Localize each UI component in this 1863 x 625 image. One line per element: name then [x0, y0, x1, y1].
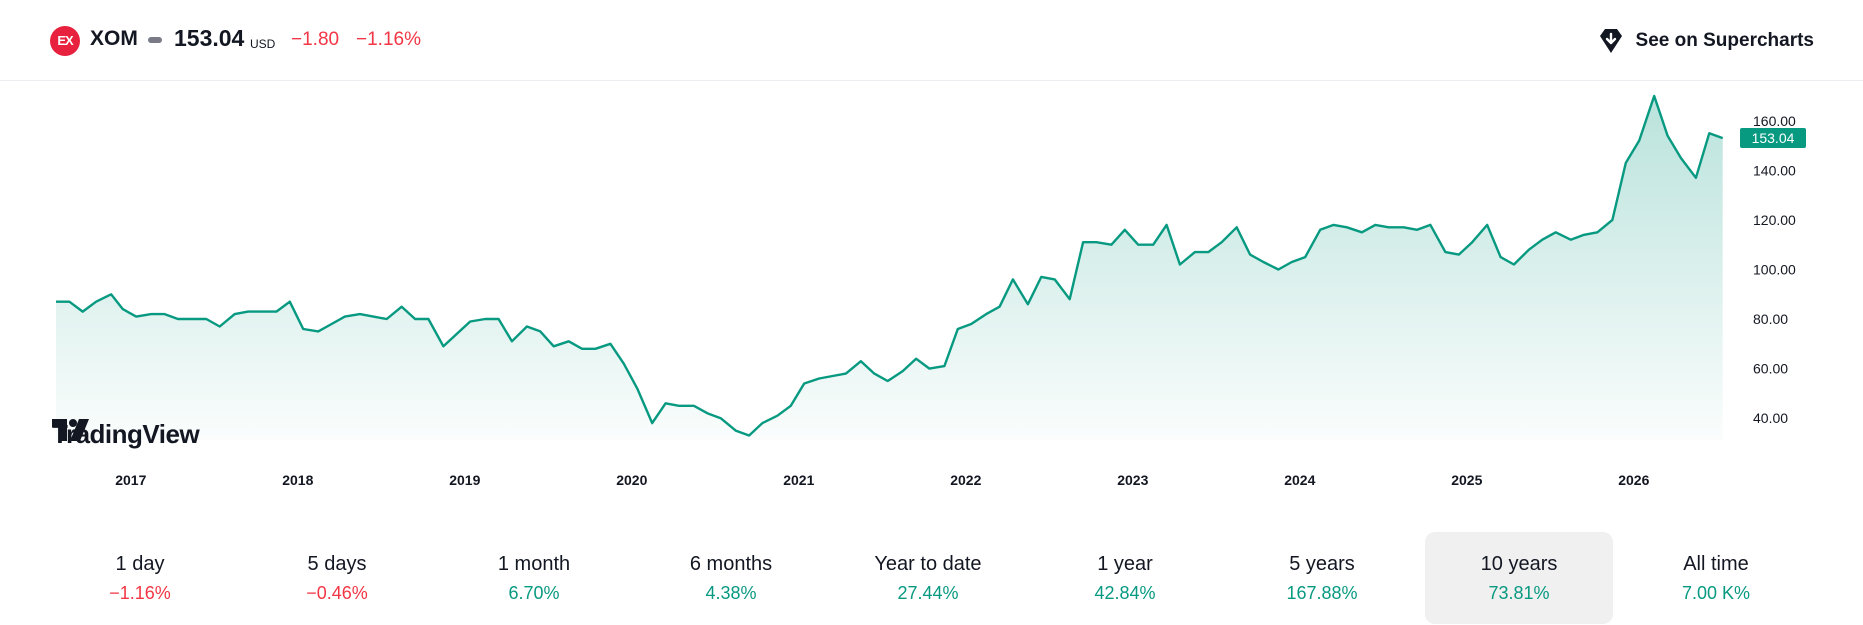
period-selector: 1 day −1.16% 5 days −0.46% 1 month 6.70% 6 mon…: [46, 532, 1816, 624]
last-price-label: 153.04: [1752, 130, 1795, 146]
period-change: 7.00 K%: [1681, 583, 1751, 603]
dash-icon: [148, 37, 162, 43]
x-tick-label: 2023: [1117, 472, 1148, 488]
x-tick-label: 2021: [783, 472, 814, 488]
period-change: 4.38%: [705, 583, 757, 603]
x-tick-label: 2018: [282, 472, 313, 488]
symbol-header: EX XOM 153.04 USD −1.80 −1.16% See on Su…: [0, 0, 1863, 81]
y-tick-label: 60.00: [1753, 361, 1788, 377]
period-change: 6.70%: [508, 583, 560, 603]
price-area-fill: [56, 96, 1723, 440]
period-label: 6 months: [689, 553, 773, 575]
y-tick-label: 40.00: [1753, 410, 1788, 426]
price-chart[interactable]: 40.00 60.00 80.00 100.00 120.00 140.00 160.00 …: [0, 80, 1863, 510]
period-change: 27.44%: [897, 583, 959, 603]
last-price: 153.04: [174, 25, 245, 51]
period-label: All time: [1683, 553, 1749, 575]
see-on-supercharts-link[interactable]: See on Supercharts: [1596, 26, 1814, 56]
period-1-day-button[interactable]: 1 day −1.16%: [46, 532, 234, 624]
period-5-days-button[interactable]: 5 days −0.46%: [243, 532, 431, 624]
price-line: [56, 94, 1724, 437]
period-change: 42.84%: [1094, 583, 1156, 603]
period-label: 1 year: [1097, 553, 1153, 575]
period-all-time-button[interactable]: All time 7.00 K%: [1622, 532, 1810, 624]
period-5-years-button[interactable]: 5 years 167.88%: [1228, 532, 1416, 624]
period-label: 1 month: [497, 553, 571, 575]
tradingview-pin-icon: [1599, 29, 1622, 53]
price-chart-svg: 40.0060.0080.00100.00120.00140.00160.00 …: [56, 94, 1806, 488]
currency: USD: [250, 37, 276, 51]
period-label: Year to date: [874, 553, 982, 575]
period-10-years-button[interactable]: 10 years 73.81%: [1425, 532, 1613, 624]
tradingview-logo[interactable]: TradingView: [52, 419, 200, 450]
y-tick-label: 100.00: [1753, 261, 1796, 277]
x-tick-label: 2022: [950, 472, 981, 488]
x-tick-label: 2020: [616, 472, 647, 488]
period-change: 73.81%: [1488, 583, 1550, 603]
tradingview-logo-icon: [52, 419, 89, 441]
price-change-percent: −1.16%: [356, 29, 421, 50]
period-label: 10 years: [1480, 553, 1558, 575]
period-change: 167.88%: [1286, 583, 1358, 603]
period-1-month-button[interactable]: 1 month 6.70%: [440, 532, 628, 624]
exchange-logo-icon: EX: [50, 26, 80, 56]
price-change: −1.80: [291, 29, 340, 50]
y-tick-label: 140.00: [1753, 162, 1796, 178]
period-year-to-date-button[interactable]: Year to date 27.44%: [834, 532, 1022, 624]
period-change: −1.16%: [109, 583, 171, 603]
symbol-name[interactable]: XOM: [90, 27, 138, 50]
period-1-year-button[interactable]: 1 year 42.84%: [1031, 532, 1219, 624]
y-axis: 40.00 60.00 80.00 100.00 120.00 140.00 160.00: [1753, 113, 1796, 426]
period-label: 5 years: [1289, 553, 1355, 575]
y-tick-label: 80.00: [1753, 311, 1788, 327]
period-change: −0.46%: [306, 583, 368, 603]
x-tick-label: 2024: [1284, 472, 1315, 488]
period-6-months-button[interactable]: 6 months 4.38%: [637, 532, 825, 624]
see-on-supercharts-label: See on Supercharts: [1635, 30, 1814, 51]
y-tick-label: 120.00: [1753, 212, 1796, 228]
x-tick-label: 2025: [1451, 472, 1482, 488]
period-label: 5 days: [307, 553, 367, 575]
x-tick-label: 2019: [449, 472, 480, 488]
last-price-badge: [1740, 128, 1806, 148]
x-tick-label: 2026: [1618, 472, 1649, 488]
y-tick-label: 160.00: [1753, 113, 1796, 129]
x-tick-label: 2017: [115, 472, 146, 488]
x-axis: 2017 2018 2019 2020 2021 2022 2023 2024 2025 2026: [115, 472, 1649, 488]
last-price-marker: 153.04: [1740, 128, 1806, 148]
period-label: 1 day: [115, 553, 165, 575]
